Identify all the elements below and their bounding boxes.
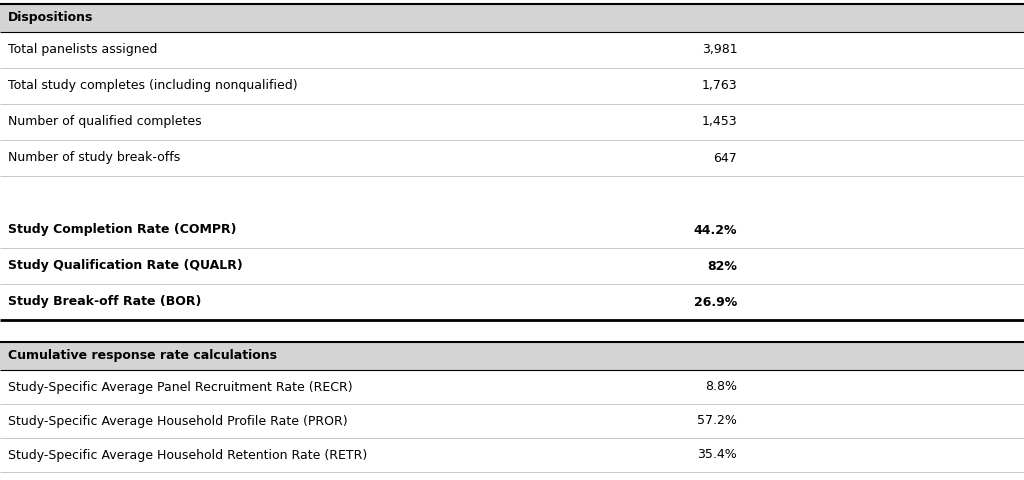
Bar [0, 404, 1024, 438]
Bar [0, 438, 1024, 472]
Bar [0, 104, 1024, 140]
Text: 44.2%: 44.2% [694, 224, 737, 237]
Text: 26.9%: 26.9% [694, 296, 737, 309]
Text: 57.2%: 57.2% [697, 415, 737, 428]
Text: 1,763: 1,763 [701, 80, 737, 93]
Text: Total panelists assigned: Total panelists assigned [8, 44, 158, 57]
Text: Number of study break-offs: Number of study break-offs [8, 152, 180, 165]
Text: Dispositions: Dispositions [8, 12, 93, 24]
Text: Number of qualified completes: Number of qualified completes [8, 116, 202, 129]
Text: Study Completion Rate (COMPR): Study Completion Rate (COMPR) [8, 224, 237, 237]
Text: 82%: 82% [708, 260, 737, 273]
Bar [0, 140, 1024, 176]
Text: Cumulative response rate calculations: Cumulative response rate calculations [8, 349, 278, 362]
Bar [0, 212, 1024, 248]
Bar [0, 472, 1024, 480]
Text: Study-Specific Average Household Retention Rate (RETR): Study-Specific Average Household Retenti… [8, 448, 368, 461]
Bar [0, 176, 1024, 212]
Bar [0, 68, 1024, 104]
Bar [0, 342, 1024, 370]
Text: 8.8%: 8.8% [706, 381, 737, 394]
Bar [0, 32, 1024, 68]
Text: Study-Specific Average Panel Recruitment Rate (RECR): Study-Specific Average Panel Recruitment… [8, 381, 352, 394]
Text: 35.4%: 35.4% [697, 448, 737, 461]
Text: Study Qualification Rate (QUALR): Study Qualification Rate (QUALR) [8, 260, 243, 273]
Bar [0, 4, 1024, 32]
Bar [0, 284, 1024, 320]
Text: Study Break-off Rate (BOR): Study Break-off Rate (BOR) [8, 296, 202, 309]
Bar [0, 370, 1024, 404]
Text: Study-Specific Average Household Profile Rate (PROR): Study-Specific Average Household Profile… [8, 415, 347, 428]
Bar [0, 248, 1024, 284]
Text: 1,453: 1,453 [701, 116, 737, 129]
Text: 647: 647 [714, 152, 737, 165]
Text: Total study completes (including nonqualified): Total study completes (including nonqual… [8, 80, 298, 93]
Text: 3,981: 3,981 [701, 44, 737, 57]
